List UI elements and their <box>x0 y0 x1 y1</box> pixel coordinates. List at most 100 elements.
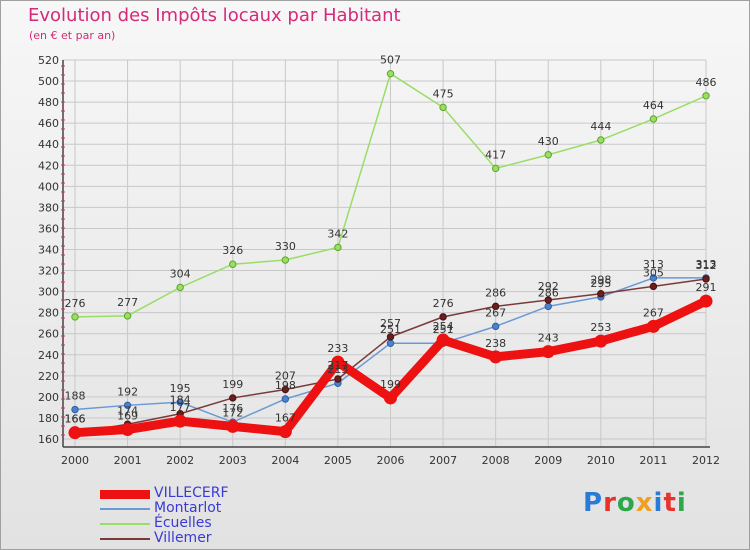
data-point <box>597 136 605 144</box>
data-point <box>541 345 555 359</box>
legend-swatch <box>100 489 150 499</box>
x-tick-label: 2001 <box>114 454 142 467</box>
data-point <box>702 92 710 100</box>
data-label: 199 <box>380 378 401 391</box>
y-tick-label: 280 <box>38 307 59 320</box>
x-tick-label: 2012 <box>692 454 720 467</box>
y-tick-label: 220 <box>38 370 59 383</box>
data-label: 486 <box>696 76 717 89</box>
data-label: 292 <box>538 280 559 293</box>
data-label: 184 <box>170 394 191 407</box>
logo-letter: i <box>653 488 664 518</box>
x-tick-label: 2010 <box>587 454 615 467</box>
logo-letter: i <box>676 488 687 518</box>
data-point <box>68 426 82 440</box>
y-tick-label: 340 <box>38 244 59 257</box>
y-tick-label: 240 <box>38 349 59 362</box>
data-point <box>281 395 290 403</box>
legend-label: Villemer <box>154 530 212 546</box>
data-label: 295 <box>590 277 611 290</box>
y-tick-label: 400 <box>38 180 59 193</box>
y-tick-label: 320 <box>38 265 59 278</box>
data-point <box>439 103 447 112</box>
data-label: 253 <box>590 321 611 334</box>
data-point <box>173 414 187 428</box>
x-tick-label: 2009 <box>534 454 562 467</box>
x-tick-label: 2000 <box>61 454 89 467</box>
legend-item: VILLECERF <box>100 485 300 501</box>
logo-letter: o <box>616 488 636 518</box>
data-label: 167 <box>275 412 296 425</box>
data-label: 257 <box>380 317 401 330</box>
data-label: 254 <box>433 320 454 333</box>
data-point <box>597 290 605 298</box>
data-point <box>123 312 132 320</box>
data-label: 243 <box>538 332 559 345</box>
data-label: 172 <box>222 406 243 419</box>
data-label: 195 <box>170 382 191 395</box>
legend-item: Montarlot <box>100 500 300 516</box>
legend-swatch <box>100 508 150 510</box>
data-point <box>123 401 132 410</box>
data-label: 277 <box>117 296 138 309</box>
x-tick-label: 2004 <box>271 454 299 467</box>
data-point <box>649 115 658 123</box>
data-label: 176 <box>222 402 243 415</box>
y-tick-label: 360 <box>38 222 59 235</box>
data-point <box>649 274 658 282</box>
data-point <box>334 243 342 252</box>
y-tick-label: 460 <box>38 117 59 130</box>
data-label: 169 <box>117 410 138 423</box>
x-tick-label: 2007 <box>429 454 457 467</box>
data-point <box>649 282 658 291</box>
data-point <box>386 333 395 341</box>
data-label: 330 <box>275 240 296 253</box>
data-label: 417 <box>485 148 506 161</box>
y-tick-label: 260 <box>38 328 59 341</box>
legend-swatch <box>100 523 150 525</box>
data-point <box>544 296 552 304</box>
data-label: 313 <box>643 258 664 271</box>
grid-lines <box>63 59 707 447</box>
x-tick-label: 2003 <box>219 454 247 467</box>
x-tick-label: 2008 <box>482 454 510 467</box>
data-point <box>71 313 79 321</box>
data-label: 291 <box>696 281 717 294</box>
y-tick-label: 380 <box>38 201 59 214</box>
data-point <box>491 302 500 311</box>
data-point <box>176 398 184 406</box>
data-point <box>331 355 345 369</box>
data-label: 304 <box>170 267 191 280</box>
data-label: 207 <box>275 370 296 383</box>
x-tick-label: 2002 <box>166 454 194 467</box>
data-point <box>226 419 240 433</box>
data-point <box>384 391 397 405</box>
data-label: 464 <box>643 99 664 112</box>
data-point <box>278 425 292 439</box>
data-point <box>491 164 500 173</box>
data-point <box>229 260 237 268</box>
data-label: 166 <box>65 413 86 426</box>
logo-letter: t <box>663 488 677 518</box>
logo-letter: x <box>635 488 654 518</box>
y-tick-label: 480 <box>38 96 59 109</box>
data-label: 507 <box>380 54 401 67</box>
data-point <box>334 375 342 383</box>
data-point <box>386 69 395 78</box>
legend-label: Montarlot <box>154 500 222 516</box>
y-tick-label: 440 <box>38 138 59 151</box>
y-tick-label: 200 <box>38 391 59 404</box>
data-label: 267 <box>485 306 506 319</box>
proxiti-logo: Proxiti <box>583 488 687 518</box>
tick-labels: 160 180 200 220 240 260 280 300 320 340 360 380 400 4… <box>38 54 720 467</box>
data-label: 326 <box>222 244 243 257</box>
legend-label: Écuelles <box>154 515 212 531</box>
data-point <box>594 334 608 348</box>
data-point <box>229 394 237 402</box>
data-point <box>439 313 447 321</box>
data-label: 199 <box>222 378 243 391</box>
data-point <box>121 423 135 437</box>
data-label: 267 <box>643 306 664 319</box>
data-point <box>436 333 450 347</box>
y-tick-label: 500 <box>38 75 59 88</box>
